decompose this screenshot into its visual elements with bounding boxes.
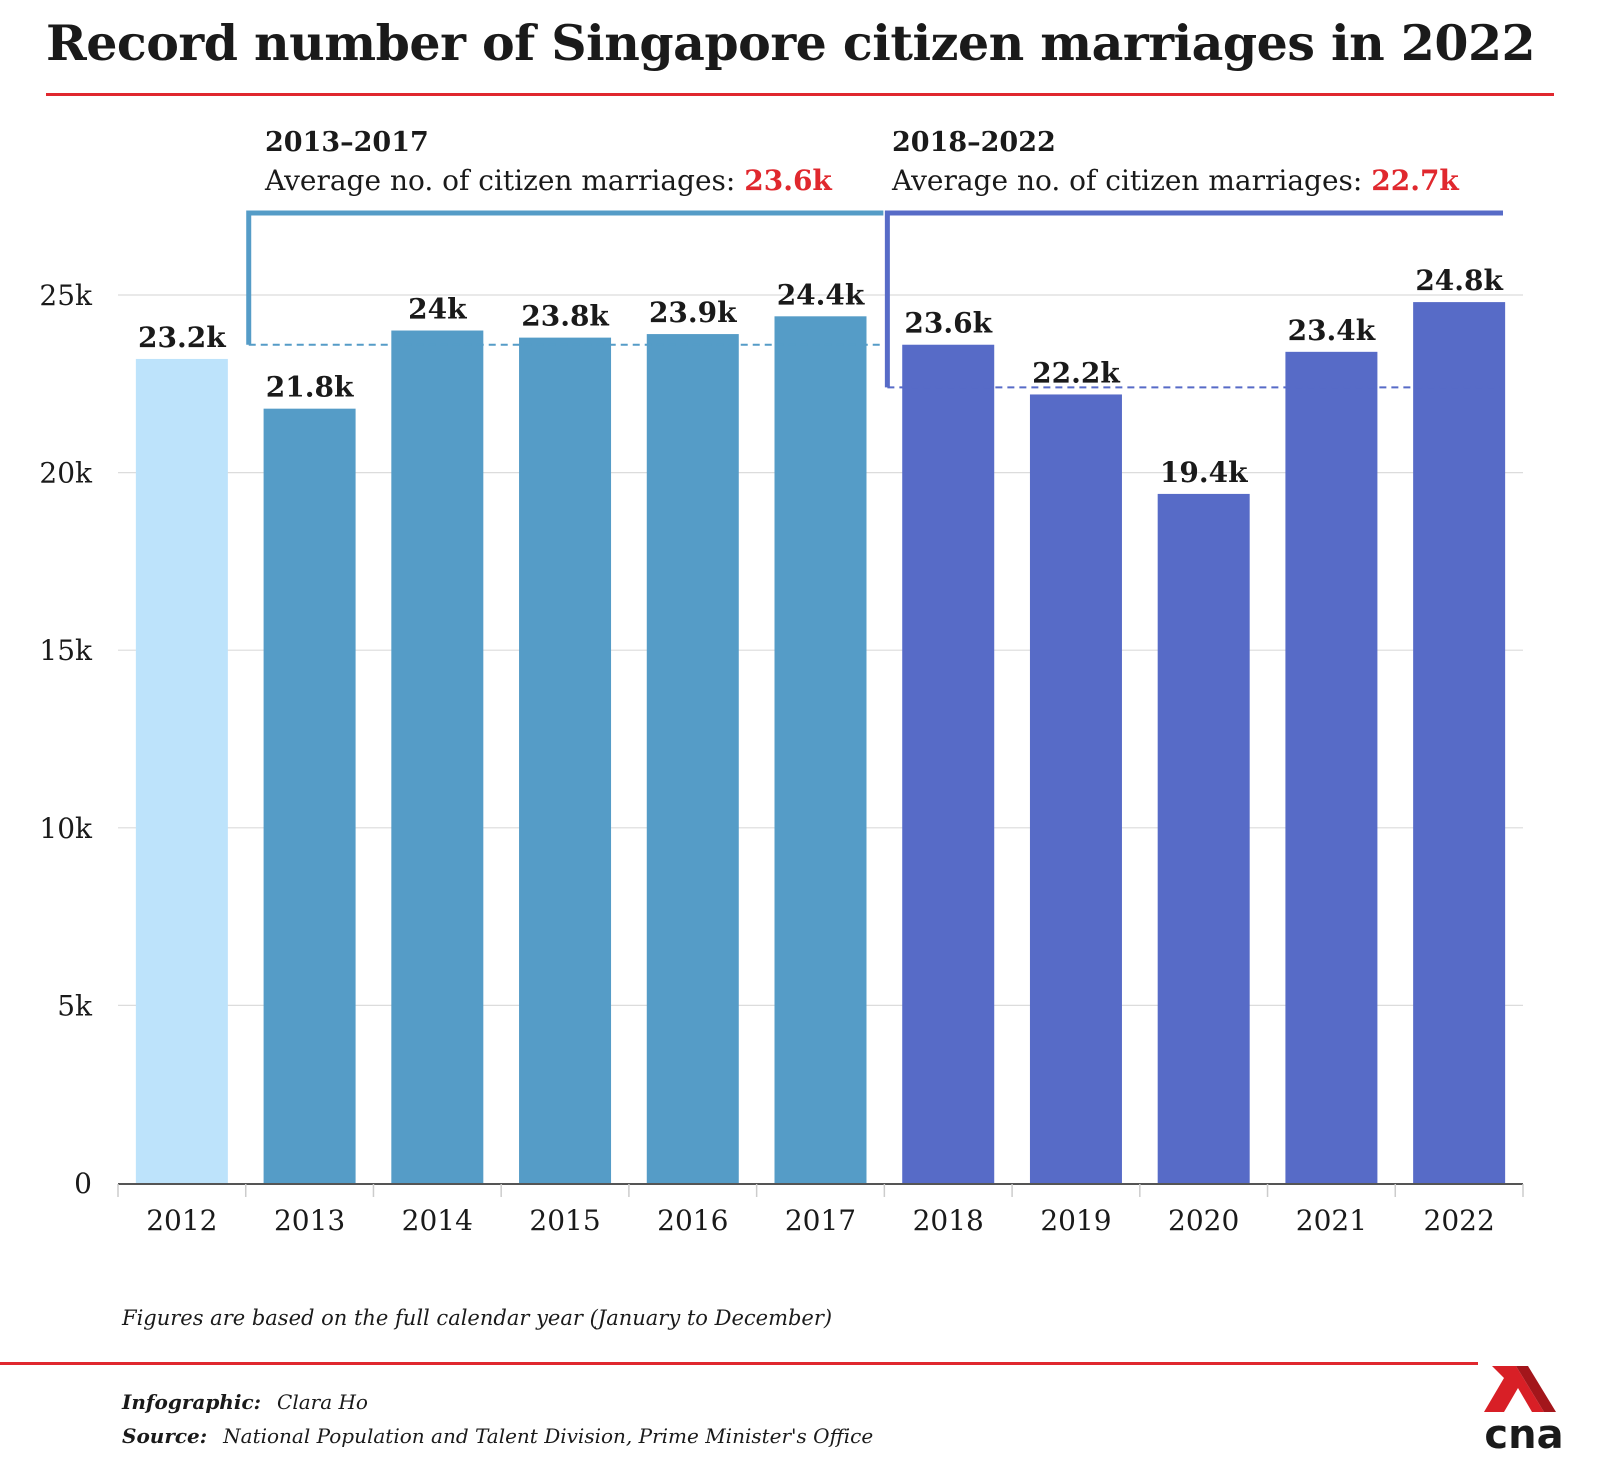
average-annotations: 2013–2017 Average no. of citizen marriage…: [246, 127, 1503, 389]
footnote: Figures are based on the full calendar y…: [122, 1306, 833, 1330]
annotation-average-value: 22.7k: [1371, 164, 1459, 197]
bar-value-label: 24.8k: [1415, 264, 1503, 297]
bar: [135, 358, 228, 1183]
bar-value-label: 23.4k: [1288, 314, 1376, 347]
y-tick-label: 10k: [39, 812, 93, 845]
credit-source-label: Source:: [122, 1424, 208, 1448]
annotation-label: Average no. of citizen marriages:: [891, 164, 1371, 197]
bar-value-label: 21.8k: [266, 371, 354, 404]
logo-wordmark: cna: [1484, 1412, 1563, 1454]
bar: [1413, 302, 1506, 1183]
credit-infographic-label: Infographic:: [122, 1390, 262, 1414]
x-tick-label: 2018: [913, 1204, 984, 1237]
bar-value-label: 23.2k: [138, 321, 226, 354]
x-tick-label: 2019: [1040, 1204, 1111, 1237]
bar-value-label: 24k: [408, 293, 467, 326]
cna-logo: cna: [1484, 1366, 1564, 1454]
bar: [391, 330, 484, 1183]
bar-value-label: 23.6k: [904, 307, 992, 340]
annotation-label: Average no. of citizen marriages:: [264, 164, 744, 197]
bar-value-label: 23.9k: [649, 296, 737, 329]
y-tick-label: 5k: [57, 989, 93, 1022]
title-underline: [46, 93, 1554, 96]
credit-source: Source: National Population and Talent Di…: [122, 1424, 873, 1448]
x-axis: 2012 2013 2014 2015 2016 2017 2018 2019 2020 2021…: [117, 1183, 1524, 1237]
x-tick-label: 2016: [657, 1204, 728, 1237]
y-tick-label: 0: [74, 1167, 92, 1200]
annotation-text: Average no. of citizen marriages: 23.6k: [264, 164, 832, 197]
footer-rule: [0, 1362, 1478, 1365]
average-bracket: [246, 210, 884, 345]
chart-title: Record number of Singapore citizen marri…: [46, 14, 1536, 72]
x-tick-label: 2014: [402, 1204, 473, 1237]
x-tick-label: 2021: [1296, 1204, 1367, 1237]
credit-infographic: Infographic: Clara Ho: [122, 1390, 368, 1414]
x-tick-label: 2017: [785, 1204, 856, 1237]
bar: [519, 337, 612, 1183]
bar-value-label: 24.4k: [777, 278, 865, 311]
bar-value-label: 22.2k: [1032, 356, 1120, 389]
bar: [774, 316, 867, 1183]
annotation-period: 2013–2017: [265, 127, 429, 158]
bar-value-label: 23.8k: [521, 300, 609, 333]
x-tick-label: 2022: [1424, 1204, 1495, 1237]
y-tick-label: 25k: [39, 279, 93, 312]
x-tick-label: 2012: [146, 1204, 217, 1237]
y-axis-tick-labels: 0 5k 10k 15k 20k 25k: [39, 279, 93, 1200]
bar-value-label: 19.4k: [1160, 456, 1248, 489]
annotation-text: Average no. of citizen marriages: 22.7k: [891, 164, 1459, 197]
bars: [135, 302, 1506, 1183]
bar-chart: 0 5k 10k 15k 20k 25k 2013–2017 Average no. of …: [39, 127, 1524, 1237]
x-tick-label: 2015: [529, 1204, 600, 1237]
bar: [1285, 351, 1378, 1183]
credit-infographic-value: Clara Ho: [277, 1390, 368, 1414]
annotation-period: 2018–2022: [892, 127, 1056, 158]
bar: [1157, 493, 1250, 1183]
y-tick-label: 15k: [39, 634, 93, 667]
credit-source-value: National Population and Talent Division,…: [223, 1424, 874, 1448]
average-bracket: [884, 210, 1503, 388]
annotation-average-value: 23.6k: [744, 164, 832, 197]
bar-value-labels: 23.2k 21.8k 24k 23.8k 23.9k 24.4k 23.6k 22.2k 19…: [138, 264, 1503, 489]
x-tick-label: 2013: [274, 1204, 345, 1237]
y-tick-label: 20k: [39, 457, 93, 490]
bar: [263, 408, 356, 1183]
bar: [646, 334, 739, 1183]
bar: [902, 344, 995, 1183]
x-tick-label: 2020: [1168, 1204, 1239, 1237]
bar: [1029, 394, 1122, 1183]
